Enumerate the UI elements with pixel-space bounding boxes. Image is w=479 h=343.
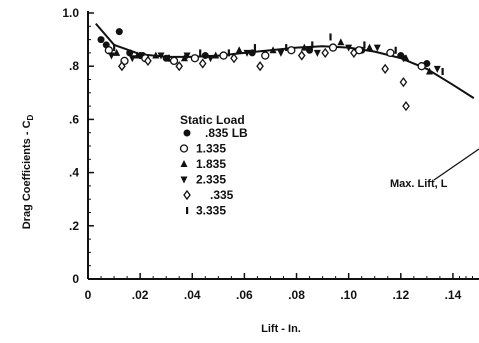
data-point-series-3 — [366, 43, 374, 51]
data-point-series-5 — [399, 77, 408, 88]
legend-label-5: .335 — [210, 188, 234, 202]
legend-marker-5 — [183, 189, 191, 201]
data-point-series-2 — [386, 48, 395, 58]
x-tick-label: .06 — [236, 288, 253, 302]
data-point-series-1 — [115, 28, 123, 36]
data-point-series-1 — [126, 49, 134, 57]
data-point-series-2 — [261, 51, 270, 60]
x-tick-label: .02 — [132, 288, 149, 302]
y-tick-label: 1.0 — [62, 6, 79, 20]
data-point-series-3 — [235, 46, 243, 54]
data-point-series-6 — [363, 41, 366, 49]
fit-curve-layer — [95, 22, 475, 99]
x-tick-label: .14 — [445, 288, 462, 302]
x-tick-label: .10 — [340, 288, 357, 302]
data-point-series-6 — [394, 46, 397, 54]
x-axis-label: Lift - In. — [261, 323, 301, 335]
data-point-series-3 — [269, 46, 277, 54]
data-point-series-1 — [97, 36, 105, 44]
data-point-series-5 — [321, 47, 330, 58]
data-point-series-6 — [167, 54, 171, 62]
x-tick-label: .12 — [392, 288, 409, 302]
data-point-series-3 — [152, 51, 160, 59]
data-point-series-5 — [230, 53, 238, 64]
data-point-series-6 — [329, 33, 332, 41]
data-point-series-4 — [107, 52, 115, 60]
data-point-series-6 — [311, 41, 314, 49]
x-tick-label: .08 — [288, 288, 305, 302]
data-points-layer — [97, 28, 444, 112]
legend-marker-1 — [183, 129, 191, 137]
legend-marker-2 — [179, 144, 189, 153]
data-point-series-2 — [328, 43, 338, 52]
data-point-series-4 — [277, 49, 285, 57]
data-point-series-1 — [201, 52, 209, 60]
annotation-max-lift: Max. Lift, L — [390, 178, 448, 190]
data-point-series-4 — [243, 49, 251, 57]
annotation-leader-line — [433, 148, 479, 181]
data-point-series-5 — [350, 47, 358, 58]
data-point-series-4 — [157, 52, 165, 60]
data-point-series-2 — [169, 56, 179, 66]
data-point-series-5 — [256, 61, 264, 72]
data-point-series-5 — [118, 61, 126, 72]
y-tick-label: 0 — [72, 272, 79, 286]
y-axis-label: Drag Coefficients - CD — [21, 114, 35, 229]
data-point-series-4 — [183, 52, 191, 60]
data-point-series-4 — [433, 65, 441, 73]
y-tick-label: .2 — [69, 219, 79, 233]
data-point-series-1 — [248, 49, 256, 57]
y-tick-label: .8 — [69, 59, 79, 73]
data-point-series-4 — [373, 44, 381, 52]
legend-label-3: 1.835 — [196, 157, 226, 171]
data-point-series-2 — [190, 54, 200, 63]
legend-label-6: 3.335 — [196, 204, 226, 218]
legend-label-2: 1.335 — [196, 142, 226, 156]
legend-label-1: .835 LB — [205, 126, 248, 140]
data-point-series-2 — [219, 51, 228, 60]
y-axis-label-main: Drag Coefficients - C — [21, 120, 33, 229]
data-point-series-5 — [402, 101, 410, 112]
data-point-series-3 — [300, 43, 308, 51]
data-point-series-3 — [180, 54, 188, 62]
data-point-series-6 — [113, 44, 116, 52]
data-point-series-3 — [113, 48, 121, 56]
data-point-series-4 — [313, 49, 321, 57]
data-point-series-4 — [345, 44, 353, 52]
legend-title: Static Load — [180, 113, 245, 127]
data-point-series-1 — [306, 46, 314, 54]
data-point-series-5 — [175, 61, 184, 72]
legend-label-4: 2.335 — [196, 173, 226, 187]
x-tick-label: 0 — [85, 288, 92, 302]
data-point-series-2 — [417, 62, 426, 71]
data-point-series-6 — [199, 49, 202, 57]
fit-curve — [95, 22, 475, 99]
data-point-series-4 — [128, 55, 136, 63]
data-point-series-2 — [287, 46, 296, 55]
data-point-series-6 — [139, 52, 142, 60]
data-point-series-5 — [297, 50, 306, 61]
data-point-series-5 — [144, 55, 152, 66]
y-tick-label: .4 — [69, 166, 79, 180]
data-point-series-4 — [399, 55, 407, 63]
axes: 0 .2 .4 .6 .8 1.0 0 .02 .04 .06 .08 .10 .12 .14 — [62, 6, 479, 302]
y-tick-label: .6 — [69, 112, 79, 126]
legend-marker-3 — [180, 160, 188, 167]
data-point-series-6 — [441, 68, 444, 76]
y-axis-label-subscript: D — [26, 114, 35, 120]
data-point-series-3 — [425, 67, 433, 75]
data-point-series-6 — [285, 44, 288, 52]
data-point-series-3 — [212, 51, 220, 59]
legend-marker-6 — [186, 207, 189, 214]
data-point-series-5 — [198, 58, 207, 69]
data-point-series-3 — [337, 38, 345, 46]
data-point-series-6 — [253, 44, 257, 52]
legend-marker-4 — [180, 176, 188, 184]
x-tick-label: .04 — [184, 288, 201, 302]
data-point-series-6 — [227, 49, 230, 57]
data-point-series-5 — [381, 63, 389, 74]
data-point-series-4 — [207, 55, 215, 63]
